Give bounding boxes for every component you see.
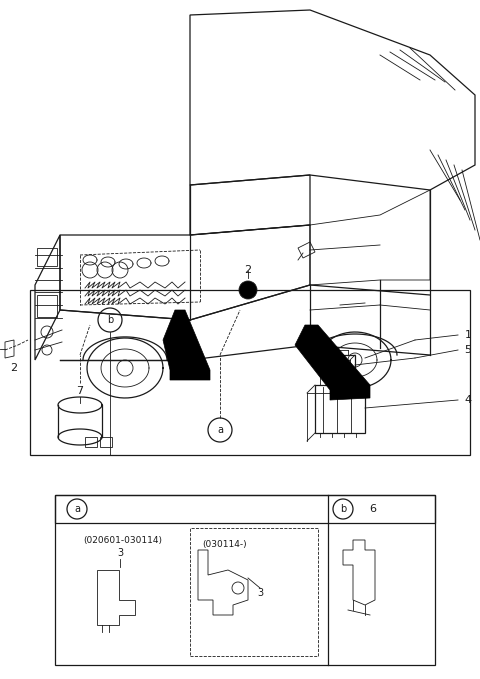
Text: 4: 4 xyxy=(465,395,471,405)
Bar xyxy=(30,290,470,455)
Text: a: a xyxy=(74,504,80,514)
Bar xyxy=(190,528,318,656)
Text: b: b xyxy=(107,315,113,325)
Polygon shape xyxy=(163,310,210,380)
Bar xyxy=(37,248,57,266)
Text: 2: 2 xyxy=(11,363,18,373)
Circle shape xyxy=(239,281,257,299)
Text: 7: 7 xyxy=(76,386,84,396)
Text: 1: 1 xyxy=(465,330,471,340)
Bar xyxy=(100,437,112,447)
Bar xyxy=(315,385,365,433)
Bar xyxy=(37,295,57,317)
Polygon shape xyxy=(295,325,370,400)
Bar xyxy=(85,437,97,447)
Text: b: b xyxy=(340,504,346,514)
Text: (020601-030114): (020601-030114) xyxy=(84,536,163,545)
Text: 3: 3 xyxy=(257,588,263,598)
Text: 3: 3 xyxy=(117,548,123,558)
Bar xyxy=(55,495,435,665)
Text: 2: 2 xyxy=(244,265,252,275)
Text: a: a xyxy=(217,425,223,435)
Text: 6: 6 xyxy=(370,504,376,514)
Bar xyxy=(55,495,435,523)
Text: (030114-): (030114-) xyxy=(203,540,247,549)
Text: 5: 5 xyxy=(465,345,471,355)
